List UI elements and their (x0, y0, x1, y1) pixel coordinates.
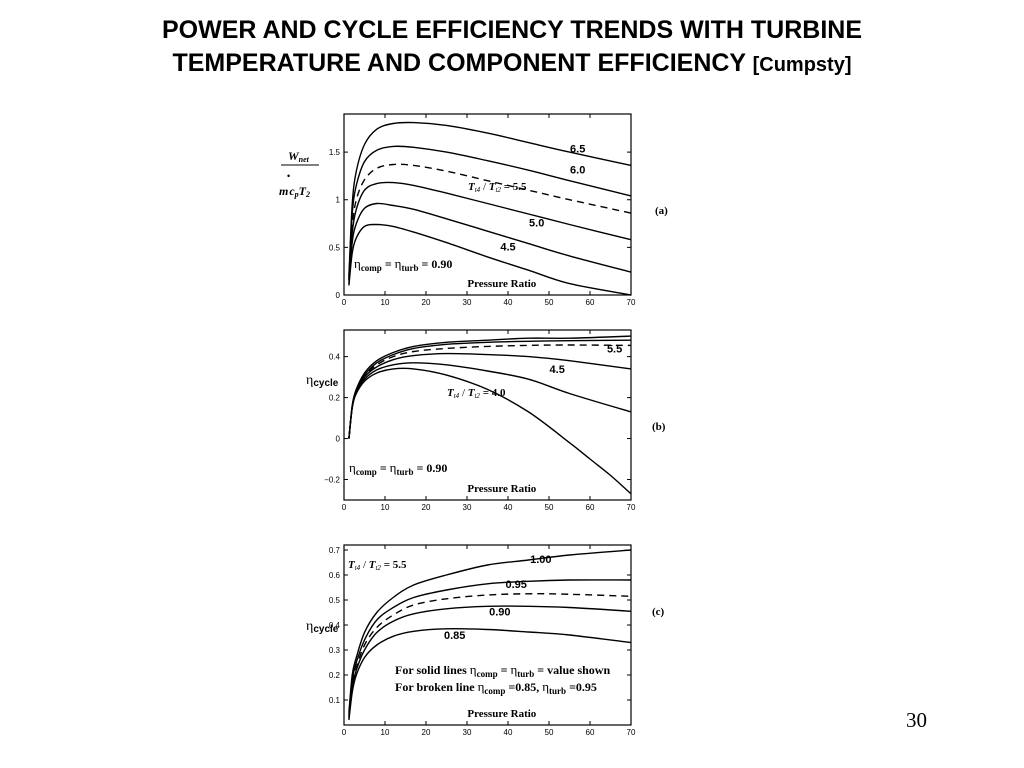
slide-title: POWER AND CYCLE EFFICIENCY TRENDS WITH T… (0, 14, 1024, 82)
series-line-broken (348, 593, 632, 718)
y-axis-label-numerator: Wnet (288, 149, 310, 164)
series-line-0-95 (348, 579, 632, 716)
x-axis-label: Pressure Ratio (467, 278, 536, 290)
plot-frame (343, 113, 632, 296)
series-label: 6.0 (570, 164, 585, 176)
x-tick-label: 60 (586, 298, 595, 307)
x-tick-label: 40 (504, 728, 513, 737)
temperature-ratio-annotation: Tt4 / Tt2 = 4.0 (447, 387, 506, 400)
y-tick-label: −0.2 (324, 476, 340, 485)
x-tick-label: 70 (627, 298, 636, 307)
x-tick-label: 10 (381, 728, 390, 737)
x-tick-label: 0 (342, 728, 347, 737)
y-tick-label: 1.5 (329, 148, 341, 157)
chart-panel-2: 0 10 20 30 40 50 60 70 −0.2 0 0.2 0.4 5.5 4.5 Pressure… (306, 329, 666, 512)
x-tick-label: 0 (342, 298, 347, 307)
chart-panel-1: 0 10 20 30 40 50 60 70 0 0.5 1 1.5 6.5 6.0 5.0 4.5 Press… (279, 113, 668, 307)
y-tick-label: 0.1 (329, 696, 341, 705)
y-axis-label: ηcycle (306, 373, 339, 389)
y-tick-label: 0.6 (329, 571, 341, 580)
series-label: 5.5 (607, 343, 622, 355)
series-line-4-5 (348, 362, 632, 439)
page-number: 30 (906, 708, 927, 732)
series-line-5-5 (348, 181, 632, 281)
x-axis-label: Pressure Ratio (467, 708, 536, 720)
plot-frame (343, 544, 632, 726)
series-label: 1.00 (530, 554, 551, 566)
solid-lines-note: For solid lines ηcomp = ηturb = value sh… (395, 662, 610, 679)
series-label: 4.5 (500, 241, 515, 253)
x-tick-label: 30 (463, 298, 472, 307)
x-axis-label: Pressure Ratio (467, 483, 536, 495)
series-label: 0.95 (505, 579, 526, 591)
x-tick-label: 30 (463, 728, 472, 737)
series-line-broken (348, 163, 632, 280)
chart-panel-3: 0 10 20 30 40 50 60 70 0.1 0.2 0.3 0.4 0.5 0.6 0.7 1.00… (306, 544, 665, 737)
series-label: 6.5 (570, 143, 585, 155)
x-tick-label: 20 (422, 728, 431, 737)
y-tick-label: 0.3 (329, 646, 341, 655)
series-line-4-5 (348, 223, 632, 296)
y-axis-label-denominator: mcpT2 (279, 184, 310, 199)
y-tick-label: 0.5 (329, 243, 341, 252)
series-label: 0.90 (489, 606, 510, 618)
y-tick-label: 0 (336, 291, 341, 300)
x-tick-label: 0 (342, 503, 347, 512)
x-tick-label: 10 (381, 503, 390, 512)
y-tick-label: 1 (336, 196, 341, 205)
x-tick-label: 60 (586, 728, 595, 737)
x-tick-label: 30 (463, 503, 472, 512)
series-label: 0.85 (444, 630, 465, 642)
efficiency-note: ηcomp = ηturb = 0.90 (354, 256, 452, 273)
x-tick-label: 40 (504, 503, 513, 512)
temperature-ratio-annotation: Tt4 / Tt2 = 5.5 (468, 181, 527, 194)
series-line-5-0 (348, 202, 632, 284)
y-tick-label: 0.2 (329, 671, 341, 680)
x-tick-label: 60 (586, 503, 595, 512)
series-line-0-85 (348, 628, 632, 721)
series-label: 4.5 (550, 364, 565, 376)
x-tick-label: 70 (627, 503, 636, 512)
temperature-ratio-annotation: Tt4 / Tt2 = 5.5 (348, 559, 407, 572)
panel-label: (c) (652, 606, 665, 618)
panel-label: (b) (652, 421, 666, 433)
y-tick-label: 0.4 (329, 621, 341, 630)
x-tick-label: 10 (381, 298, 390, 307)
title-line-1: POWER AND CYCLE EFFICIENCY TRENDS WITH T… (161, 16, 862, 44)
x-tick-label: 50 (545, 503, 554, 512)
y-axis-label-dot: • (287, 171, 290, 181)
y-tick-label: 0.5 (329, 596, 341, 605)
y-tick-label: 0.2 (329, 394, 341, 403)
x-tick-label: 40 (504, 298, 513, 307)
efficiency-note: ηcomp = ηturb = 0.90 (349, 460, 447, 477)
y-tick-label: 0.7 (329, 546, 341, 555)
y-tick-label: 0 (336, 435, 341, 444)
x-tick-label: 20 (422, 298, 431, 307)
x-tick-label: 50 (545, 298, 554, 307)
series-line-0-90 (348, 605, 632, 718)
series-line-6-5 (348, 121, 632, 276)
series-line-1-00 (348, 549, 632, 713)
x-tick-label: 50 (545, 728, 554, 737)
series-label: 5.0 (529, 218, 544, 230)
series-line-6-0 (348, 145, 632, 278)
title-source: [Cumpsty] (752, 54, 852, 76)
series-line-broken (348, 344, 632, 439)
series-line-4-0 (348, 367, 632, 495)
x-tick-label: 20 (422, 503, 431, 512)
title-line-2: TEMPERATURE AND COMPONENT EFFICIENCY (172, 49, 746, 77)
broken-line-note: For broken line ηcomp =0.85, ηturb =0.95 (395, 679, 597, 696)
x-tick-label: 70 (627, 728, 636, 737)
panel-label: (a) (655, 205, 668, 217)
plot-frame (343, 329, 632, 501)
y-axis-label: ηcycle (306, 619, 339, 635)
y-tick-label: 0.4 (329, 353, 341, 362)
